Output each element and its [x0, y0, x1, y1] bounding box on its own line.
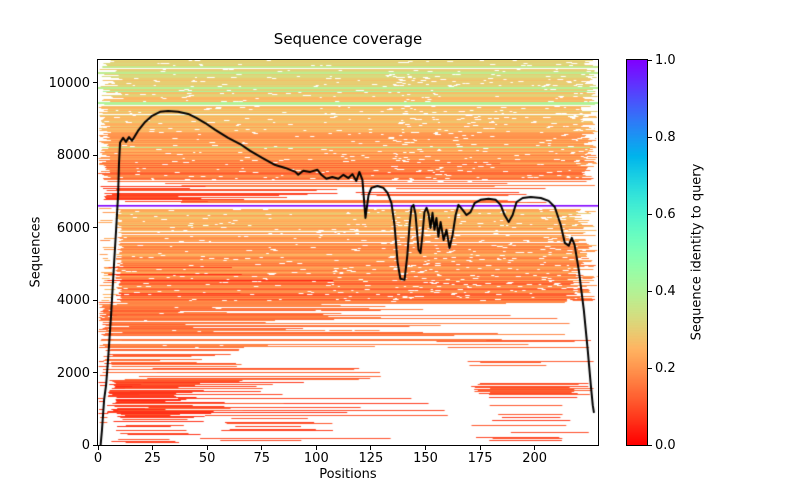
colorbar-tick-mark — [648, 444, 652, 446]
x-tick-mark — [97, 446, 99, 450]
y-tick-mark — [93, 299, 97, 301]
colorbar-tick-mark — [648, 136, 652, 138]
y-tick-mark — [93, 82, 97, 84]
colorbar-tick-mark — [648, 367, 652, 369]
colorbar-tick-mark — [648, 213, 652, 215]
colorbar-tick-mark — [648, 59, 652, 61]
x-tick-mark — [479, 446, 481, 450]
y-tick-mark — [93, 227, 97, 229]
y-tick-label: 0 — [81, 438, 90, 453]
colorbar-tick-label: 1.0 — [655, 53, 676, 68]
x-tick-label: 25 — [144, 451, 161, 466]
y-tick-mark — [93, 372, 97, 374]
x-tick-mark — [315, 446, 317, 450]
x-tick-mark — [261, 446, 263, 450]
x-tick-label: 200 — [522, 451, 548, 466]
y-tick-label: 4000 — [56, 293, 90, 309]
x-tick-mark — [534, 446, 536, 450]
y-tick-label: 2000 — [56, 365, 90, 381]
x-tick-mark — [152, 446, 154, 450]
x-tick-mark — [370, 446, 372, 450]
msa-heatmap-canvas — [98, 60, 598, 445]
x-tick-label: 75 — [253, 451, 271, 466]
plot-area — [97, 59, 599, 446]
y-tick-label: 10000 — [48, 75, 90, 91]
x-tick-label: 100 — [303, 451, 329, 466]
x-tick-mark — [206, 446, 208, 450]
x-tick-mark — [425, 446, 426, 450]
colorbar-tick-label: 0.6 — [655, 207, 676, 222]
x-tick-label: 175 — [467, 451, 493, 466]
y-tick-label: 8000 — [56, 148, 90, 164]
x-tick-label: 50 — [198, 451, 216, 466]
colorbar-tick-label: 0.2 — [655, 361, 676, 376]
colorbar-tick-mark — [648, 290, 652, 292]
x-axis-label: Positions — [319, 467, 377, 482]
y-tick-mark — [93, 444, 97, 446]
x-tick-label: 150 — [413, 451, 438, 466]
colorbar-label: Sequence identity to query — [689, 163, 705, 341]
chart-title: Sequence coverage — [273, 30, 423, 48]
y-tick-label: 6000 — [56, 220, 90, 236]
colorbar-tick-label: 0.4 — [655, 284, 676, 299]
colorbar — [626, 59, 648, 446]
x-tick-label: 0 — [93, 451, 103, 466]
x-tick-label: 125 — [358, 451, 384, 466]
y-tick-mark — [93, 154, 97, 156]
colorbar-gradient-canvas — [627, 60, 647, 445]
colorbar-tick-label: 0.8 — [655, 130, 676, 145]
colorbar-tick-label: 0.0 — [655, 438, 676, 453]
